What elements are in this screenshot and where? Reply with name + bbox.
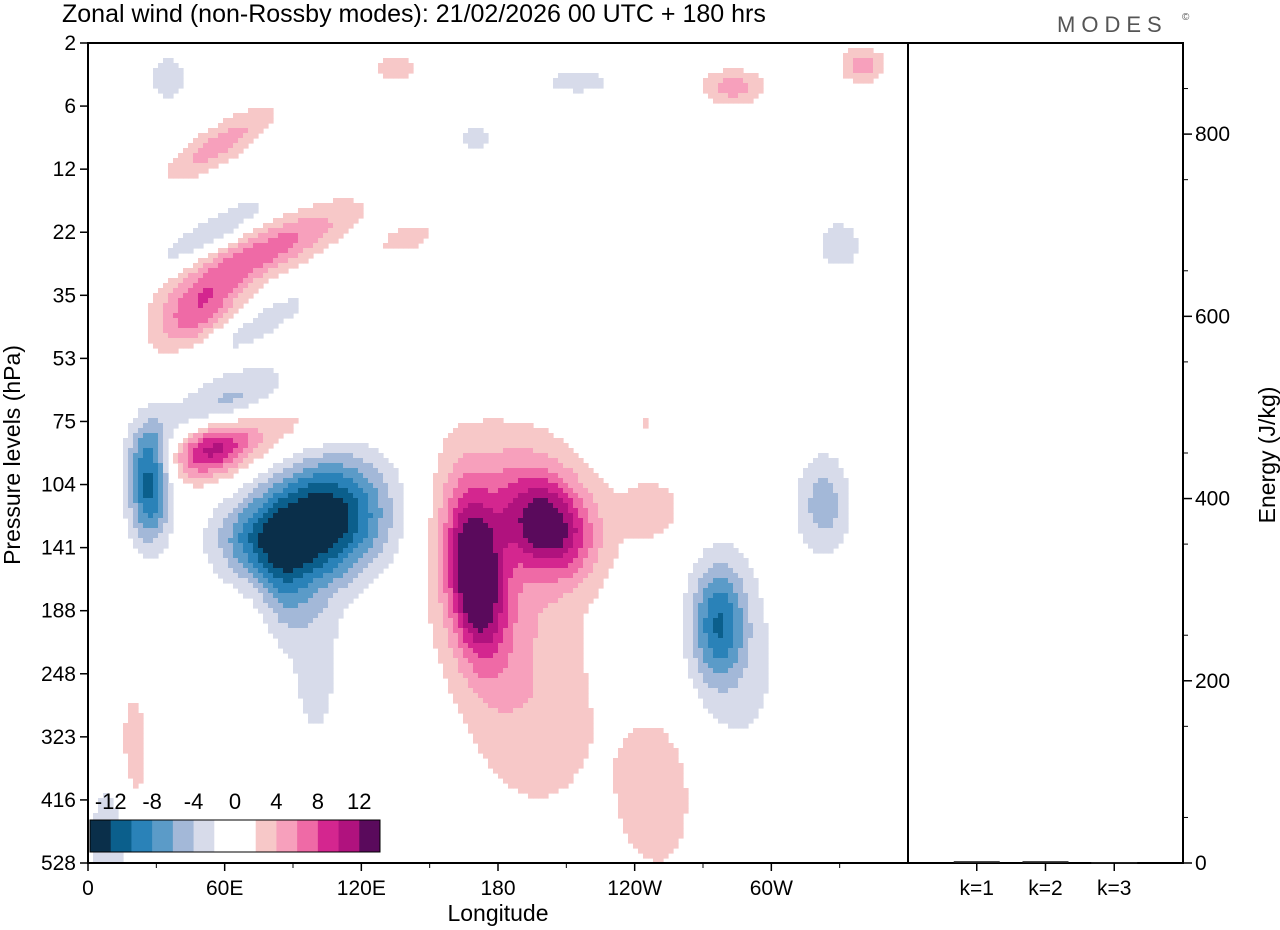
x-tick-label: 60W xyxy=(750,877,793,900)
y-tick-label: 188 xyxy=(41,600,76,623)
colorbar-swatch xyxy=(90,820,112,852)
energy-bar xyxy=(953,861,1000,863)
y-tick-label: 75 xyxy=(53,410,76,433)
colorbar-swatch xyxy=(276,820,298,852)
x-tick-label: 180 xyxy=(480,877,515,900)
energy-tick-label: 800 xyxy=(1195,123,1230,146)
x-tick-label: 120E xyxy=(337,877,386,900)
brand-logo: MODES xyxy=(1057,12,1168,37)
colorbar-swatch xyxy=(235,820,257,852)
y-tick-label: 2 xyxy=(64,32,76,55)
energy-bar xyxy=(1091,862,1138,864)
colorbar-swatch xyxy=(110,820,132,852)
colorbar-swatch xyxy=(214,820,236,852)
energy-tick-label: 600 xyxy=(1195,305,1230,328)
energy-category-label: k=2 xyxy=(1028,877,1062,900)
colorbar-swatch xyxy=(359,820,381,852)
colorbar-label: 0 xyxy=(229,789,241,814)
energy-tick-label: 0 xyxy=(1195,852,1207,875)
energy-bar xyxy=(1022,861,1069,863)
y-tick-label: 12 xyxy=(53,158,76,181)
y-tick-label: 141 xyxy=(41,537,76,560)
y-tick-label: 248 xyxy=(41,663,76,686)
energy-tick-label: 400 xyxy=(1195,488,1230,511)
colorbar-swatch xyxy=(172,820,195,852)
colorbar: -12 -8 -4 0 4 8 12 xyxy=(89,789,381,853)
y-tick-label: 6 xyxy=(64,95,76,118)
colorbar-swatch xyxy=(338,820,360,852)
colorbar-label: 8 xyxy=(312,789,324,814)
energy-tick-label: 200 xyxy=(1195,670,1230,693)
y-tick-label: 35 xyxy=(53,284,76,307)
axes: 0 60E 120E 180 120W 60W 2 6 12 22 35 53 75 104 141 188 2… xyxy=(41,32,1230,900)
colorbar-label: -12 xyxy=(95,789,127,814)
colorbar-swatch xyxy=(297,820,319,852)
x-axis-label: Longitude xyxy=(447,900,548,926)
y-tick-label: 22 xyxy=(53,221,76,244)
colorbar-frame xyxy=(89,819,381,853)
colorbar-swatch xyxy=(152,820,174,852)
colorbar-label: -4 xyxy=(184,789,204,814)
y-axis-label: Pressure levels (hPa) xyxy=(0,345,25,565)
x-tick-label: 120W xyxy=(607,877,662,900)
colorbar-swatch xyxy=(193,820,215,852)
y-tick-label: 416 xyxy=(41,789,76,812)
colorbar-label: 4 xyxy=(270,789,282,814)
energy-category-label: k=3 xyxy=(1097,877,1131,900)
colorbar-swatch xyxy=(317,820,340,852)
energy-category-label: k=1 xyxy=(960,877,994,900)
brand-mark: © xyxy=(1182,12,1190,23)
heatmap-field xyxy=(93,48,884,864)
y-tick-label: 323 xyxy=(41,726,76,749)
colorbar-label: 12 xyxy=(347,789,371,814)
colorbar-label: -8 xyxy=(142,789,162,814)
y-tick-label: 528 xyxy=(41,852,76,875)
chart-title: Zonal wind (non-Rossby modes): 21/02/202… xyxy=(62,0,766,28)
x-tick-label: 0 xyxy=(82,877,94,900)
energy-plot-frame xyxy=(907,42,1184,864)
y-tick-label: 53 xyxy=(53,347,76,370)
energy-bars xyxy=(953,861,1138,864)
y-tick-label: 104 xyxy=(41,474,76,497)
energy-axis-label: Energy (J/kg) xyxy=(1254,387,1280,524)
colorbar-swatch xyxy=(255,820,277,852)
x-tick-label: 60E xyxy=(206,877,243,900)
colorbar-swatch xyxy=(131,820,153,852)
